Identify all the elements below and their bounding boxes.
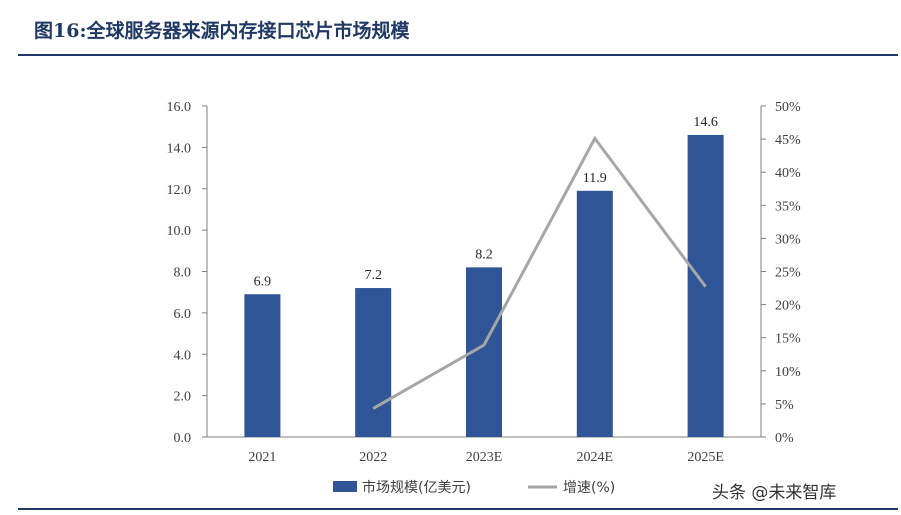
- watermark: 头条 @未来智库: [712, 483, 837, 503]
- x-axis-tick-label: 2025E: [687, 450, 724, 465]
- figure-title: 图16:全球服务器来源内存接口芯片市场规模: [34, 20, 410, 42]
- x-axis-tick-label: 2021: [248, 450, 276, 465]
- right-axis-tick-label: 15%: [775, 332, 801, 347]
- right-axis-tick-label: 30%: [775, 232, 801, 247]
- line-series: [372, 135, 707, 410]
- bar-2021: [244, 294, 281, 437]
- bar-data-label: 8.2: [475, 247, 493, 262]
- right-axis-tick-label: 35%: [775, 199, 801, 214]
- bar-2022: [355, 288, 392, 437]
- chart-axes: 0.0 2.0 4.0 6.0 8.0 10.0 12.0 14.0 16.0 0% 5% 10% 15…: [167, 100, 802, 446]
- x-axis-ticks: 2021 2022 2023E 2024E 2025E: [248, 450, 723, 465]
- left-axis-tick-label: 8.0: [174, 266, 192, 281]
- left-axis-tick-label: 4.0: [174, 348, 192, 363]
- right-axis-tick-label: 0%: [775, 431, 794, 446]
- x-axis-tick-label: 2024E: [577, 450, 614, 465]
- right-axis-tick-label: 20%: [775, 299, 801, 314]
- left-axis-tick-label: 2.0: [174, 390, 192, 405]
- left-axis-tick-label: 6.0: [174, 307, 192, 322]
- right-axis-tick-label: 50%: [775, 100, 801, 115]
- growth-line: [372, 135, 707, 410]
- left-axis-tick-label: 10.0: [167, 224, 192, 239]
- chart-legend: 市场规模(亿美元) 增速(%): [333, 479, 615, 496]
- left-axis-tick-label: 12.0: [167, 183, 192, 198]
- bottom-divider: [18, 508, 898, 510]
- legend-label-bar: 市场规模(亿美元): [362, 479, 471, 496]
- right-axis-tick-label: 25%: [775, 266, 801, 281]
- right-axis-tick-label: 10%: [775, 365, 801, 380]
- right-axis-tick-label: 45%: [775, 133, 801, 148]
- bar-series: [244, 134, 724, 437]
- title-divider: [18, 54, 898, 56]
- bar-2024E: [576, 190, 613, 437]
- bar-data-label: 7.2: [364, 268, 382, 283]
- legend-label-line: 增速(%): [563, 480, 615, 496]
- x-axis-tick-label: 2022: [359, 450, 387, 465]
- left-axis-tick-label: 14.0: [167, 141, 192, 156]
- x-axis-tick-label: 2023E: [466, 450, 503, 465]
- bar-data-label: 11.9: [583, 171, 607, 186]
- left-axis-tick-label: 0.0: [174, 431, 192, 446]
- bar-data-labels: 6.9 7.2 8.2 11.9 14.6: [254, 115, 718, 289]
- bar-data-label: 14.6: [693, 115, 718, 130]
- bar-data-label: 6.9: [254, 274, 272, 289]
- left-axis-tick-label: 16.0: [167, 100, 192, 115]
- right-axis-tick-label: 40%: [775, 166, 801, 181]
- right-axis-tick-label: 5%: [775, 398, 794, 413]
- legend-swatch-bar: [333, 481, 357, 492]
